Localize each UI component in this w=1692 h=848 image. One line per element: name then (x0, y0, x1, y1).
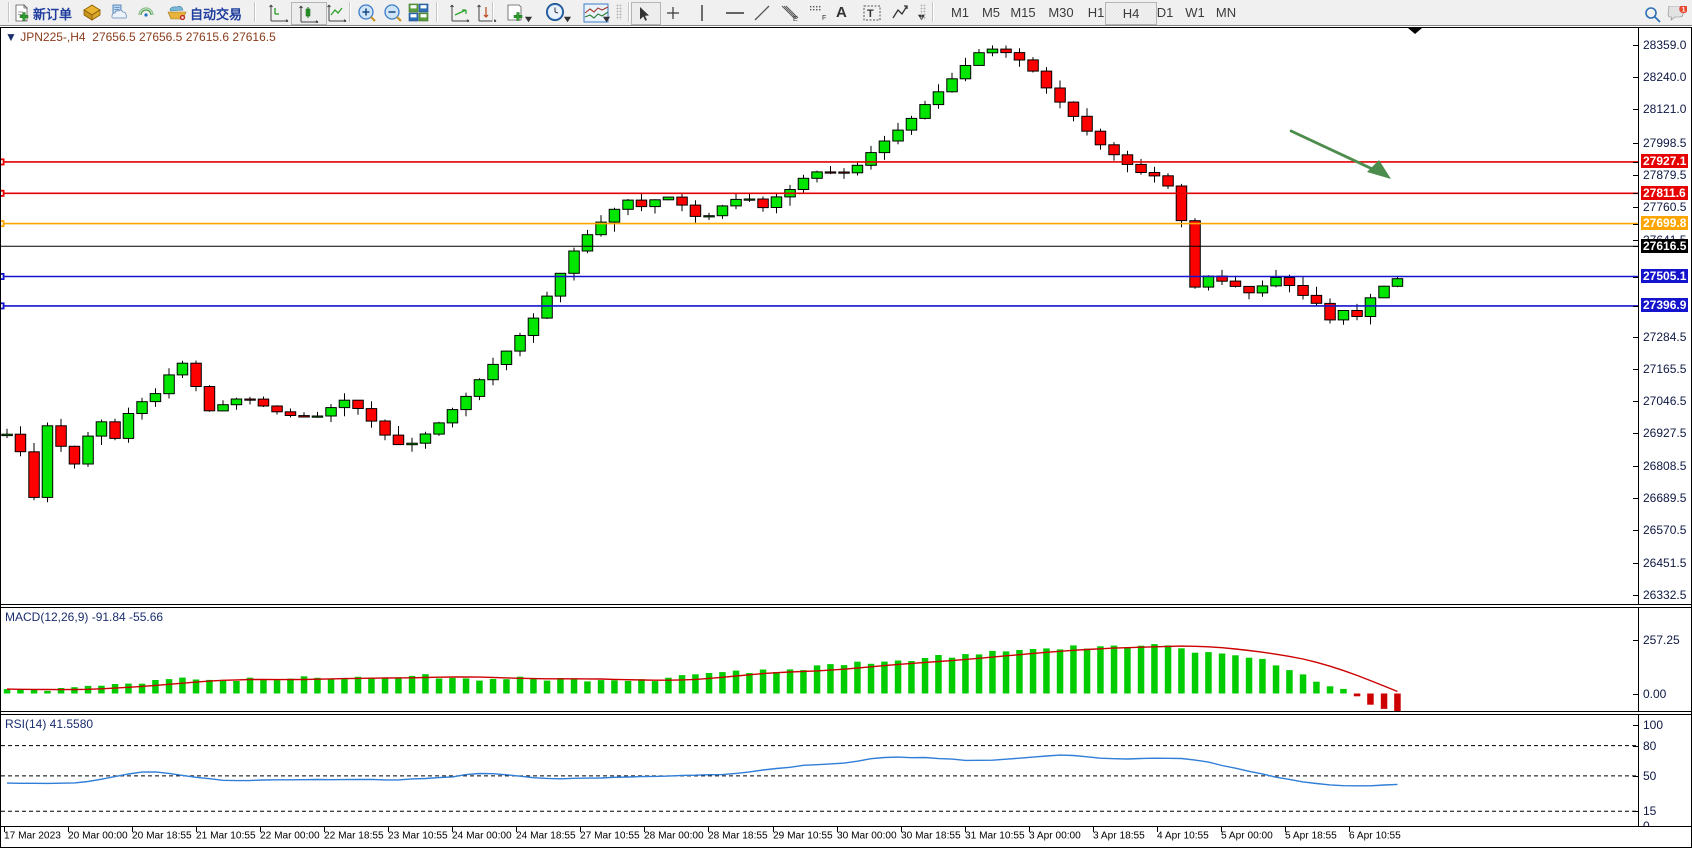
svg-text:F: F (822, 15, 826, 21)
svg-text:T: T (867, 8, 874, 20)
svg-text:1: 1 (1682, 6, 1686, 13)
svg-text:E: E (793, 16, 798, 22)
